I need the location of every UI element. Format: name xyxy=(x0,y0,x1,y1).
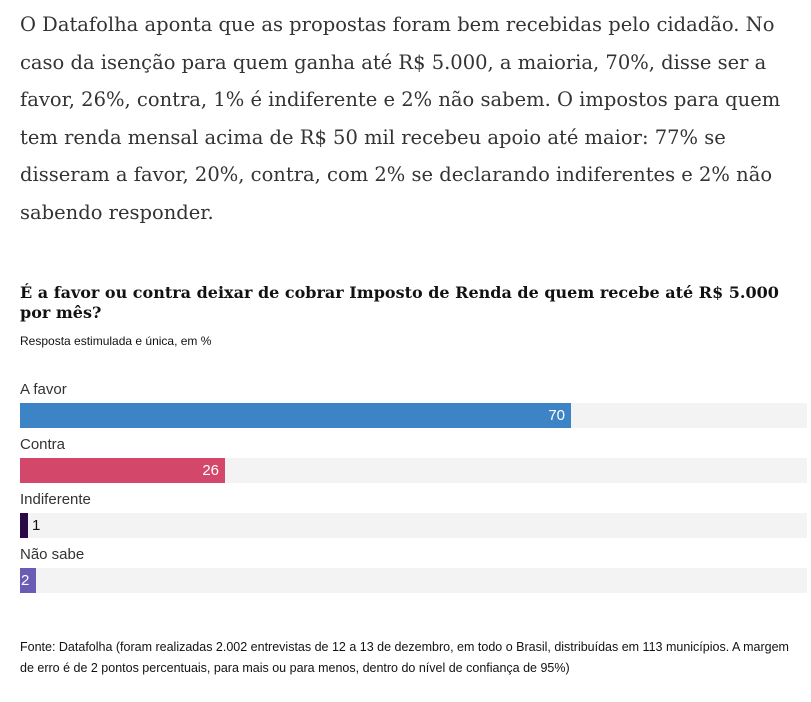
chart-title: É a favor ou contra deixar de cobrar Imp… xyxy=(20,283,779,322)
bar-track-a-favor: 70 xyxy=(20,403,807,428)
bar-nao-sabe xyxy=(20,568,36,593)
bar-a-favor xyxy=(20,403,571,428)
bar-indiferente xyxy=(20,513,28,538)
bar-track-indiferente: 1 xyxy=(20,513,807,538)
bar-value-contra: 26 xyxy=(202,462,219,479)
chart-subtitle: Resposta estimulada e única, em % xyxy=(20,334,212,348)
bar-label-contra: Contra xyxy=(20,436,66,453)
bar-value-indiferente: 1 xyxy=(32,517,41,534)
bar-label-nao-sabe: Não sabe xyxy=(20,546,85,563)
bar-track-nao-sabe: 2 xyxy=(20,568,807,593)
bar-track-contra: 26 xyxy=(20,458,807,483)
bar-label-a-favor: A favor xyxy=(20,381,67,398)
bar-label-indiferente: Indiferente xyxy=(20,491,91,508)
bar-value-nao-sabe: 2 xyxy=(21,572,30,589)
bar-value-a-favor: 70 xyxy=(548,407,565,424)
bar-contra xyxy=(20,458,225,483)
source-footnote: Fonte: Datafolha (foram realizadas 2.002… xyxy=(20,640,789,675)
article-paragraph: O Datafolha aponta que as propostas fora… xyxy=(20,13,781,224)
